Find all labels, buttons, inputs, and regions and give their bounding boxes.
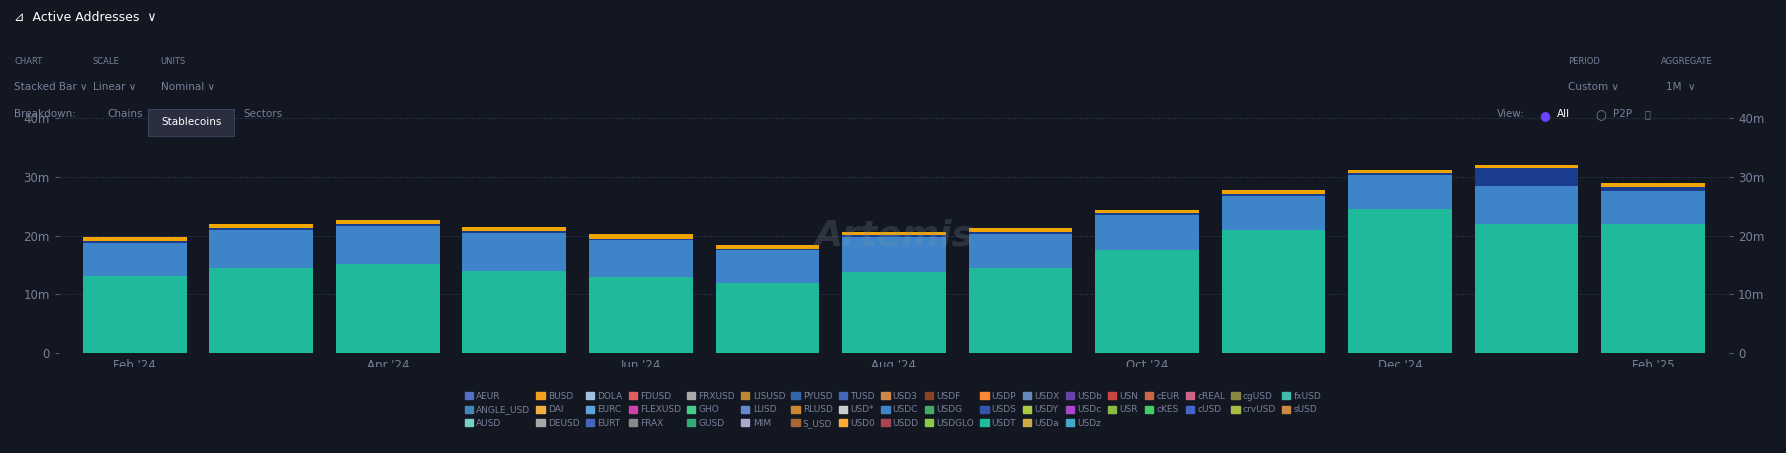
Bar: [1095, 210, 1198, 213]
Bar: [968, 232, 1072, 234]
Text: Stablecoins: Stablecoins: [161, 117, 221, 127]
Text: AGGREGATE: AGGREGATE: [1661, 57, 1713, 66]
Text: Artemis: Artemis: [814, 218, 973, 253]
Bar: [1600, 192, 1706, 224]
Bar: [209, 228, 313, 230]
Bar: [336, 264, 439, 353]
Bar: [1475, 186, 1579, 224]
Text: Nominal ∨: Nominal ∨: [161, 82, 214, 92]
Text: Breakdown:: Breakdown:: [14, 109, 77, 119]
Bar: [1222, 190, 1325, 194]
Bar: [463, 231, 566, 233]
Text: SCALE: SCALE: [93, 57, 120, 66]
Text: P2P: P2P: [1613, 109, 1632, 119]
Bar: [841, 272, 947, 353]
Bar: [1475, 168, 1579, 186]
Bar: [589, 234, 693, 238]
Bar: [1095, 215, 1198, 250]
Bar: [716, 249, 820, 250]
Bar: [336, 220, 439, 224]
Text: 1M  ∨: 1M ∨: [1666, 82, 1697, 92]
Bar: [841, 235, 947, 237]
Text: Linear ∨: Linear ∨: [93, 82, 136, 92]
Text: Custom ∨: Custom ∨: [1568, 82, 1620, 92]
Bar: [1600, 187, 1706, 192]
Bar: [209, 224, 313, 228]
Bar: [1222, 230, 1325, 353]
Text: Stacked Bar ∨: Stacked Bar ∨: [14, 82, 88, 92]
Bar: [1600, 224, 1706, 353]
Text: Chains: Chains: [107, 109, 143, 119]
Legend: AEUR, ANGLE_USD, AUSD, BUSD, DAI, DEUSD, DOLA, EURC, EURT, FDUSD, FLEXUSD, FRAX,: AEUR, ANGLE_USD, AUSD, BUSD, DAI, DEUSD,…: [464, 392, 1322, 428]
Bar: [336, 224, 439, 226]
Bar: [1348, 175, 1452, 209]
Bar: [336, 226, 439, 264]
Bar: [1475, 165, 1579, 168]
Bar: [589, 240, 693, 277]
Bar: [1475, 224, 1579, 353]
Bar: [463, 227, 566, 231]
Text: ⊿  Active Addresses  ∨: ⊿ Active Addresses ∨: [14, 11, 157, 24]
Bar: [1348, 173, 1452, 175]
Bar: [968, 268, 1072, 353]
Text: Sectors: Sectors: [243, 109, 282, 119]
Text: View:: View:: [1497, 109, 1525, 119]
Bar: [968, 234, 1072, 268]
Text: ⓘ: ⓘ: [1645, 109, 1650, 119]
Bar: [82, 241, 188, 243]
Bar: [716, 250, 820, 283]
Bar: [209, 268, 313, 353]
Bar: [1095, 250, 1198, 353]
Bar: [209, 230, 313, 268]
Bar: [1348, 170, 1452, 173]
Text: ●: ●: [1540, 109, 1550, 122]
Bar: [1600, 183, 1706, 187]
Bar: [841, 232, 947, 235]
Bar: [82, 243, 188, 275]
Text: UNITS: UNITS: [161, 57, 186, 66]
Bar: [968, 228, 1072, 232]
Bar: [82, 237, 188, 241]
Text: ○: ○: [1595, 109, 1606, 122]
Bar: [463, 271, 566, 353]
Bar: [716, 245, 820, 249]
Bar: [1095, 213, 1198, 215]
Bar: [1222, 194, 1325, 196]
Bar: [589, 277, 693, 353]
Text: PERIOD: PERIOD: [1568, 57, 1600, 66]
Bar: [82, 275, 188, 353]
Bar: [1348, 209, 1452, 353]
Bar: [716, 283, 820, 353]
Bar: [1222, 196, 1325, 230]
Text: All: All: [1557, 109, 1570, 119]
Bar: [841, 237, 947, 272]
Bar: [589, 238, 693, 240]
Text: CHART: CHART: [14, 57, 43, 66]
Bar: [463, 233, 566, 271]
